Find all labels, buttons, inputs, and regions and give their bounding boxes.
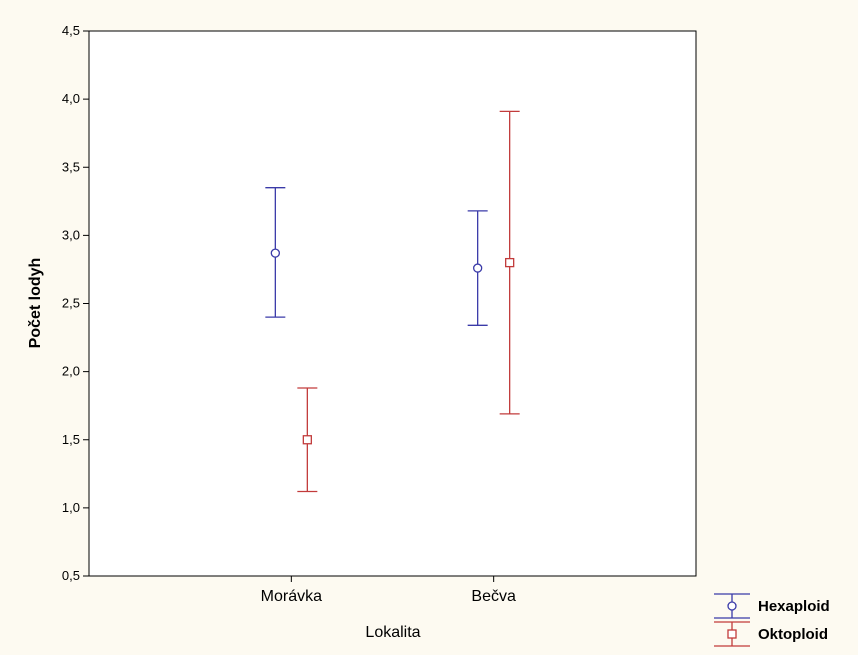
- x-axis: Morávka Bečva: [261, 576, 516, 605]
- x-tick-label: Bečva: [471, 588, 516, 605]
- y-tick-label: 2,5: [62, 296, 80, 311]
- y-tick-label: 0,5: [62, 568, 80, 583]
- y-axis: 0,5 1,0 1,5 2,0 2,5 3,0 3,5 4,0 4,5: [62, 23, 89, 583]
- data-point: [473, 263, 483, 273]
- y-tick-label: 4,0: [62, 91, 80, 106]
- y-tick-label: 1,0: [62, 500, 80, 515]
- data-point: [270, 248, 280, 258]
- legend-marker: [727, 629, 737, 639]
- x-axis-label: Lokalita: [365, 624, 420, 641]
- y-tick-label: 1,5: [62, 432, 80, 447]
- x-tick-label: Morávka: [261, 588, 322, 605]
- plot-area: [88, 30, 697, 577]
- series-layer: [265, 110, 520, 493]
- legend-marker: [727, 601, 737, 611]
- y-tick-label: 4,5: [62, 23, 80, 38]
- y-tick-label: 3,0: [62, 227, 80, 242]
- legend: Hexaploid Oktoploid: [714, 593, 830, 647]
- series-hexaploid: [265, 187, 488, 326]
- legend-item: Hexaploid: [714, 593, 830, 619]
- legend-label: Hexaploid: [758, 598, 830, 615]
- data-point: [302, 435, 312, 445]
- series-oktoploid: [297, 110, 520, 493]
- data-point: [505, 257, 515, 268]
- y-tick-label: 3,5: [62, 159, 80, 174]
- legend-label: Oktoploid: [758, 626, 828, 643]
- legend-item: Oktoploid: [714, 621, 828, 647]
- y-axis-label: Počet lodyh: [27, 258, 44, 349]
- y-tick-label: 2,0: [62, 364, 80, 379]
